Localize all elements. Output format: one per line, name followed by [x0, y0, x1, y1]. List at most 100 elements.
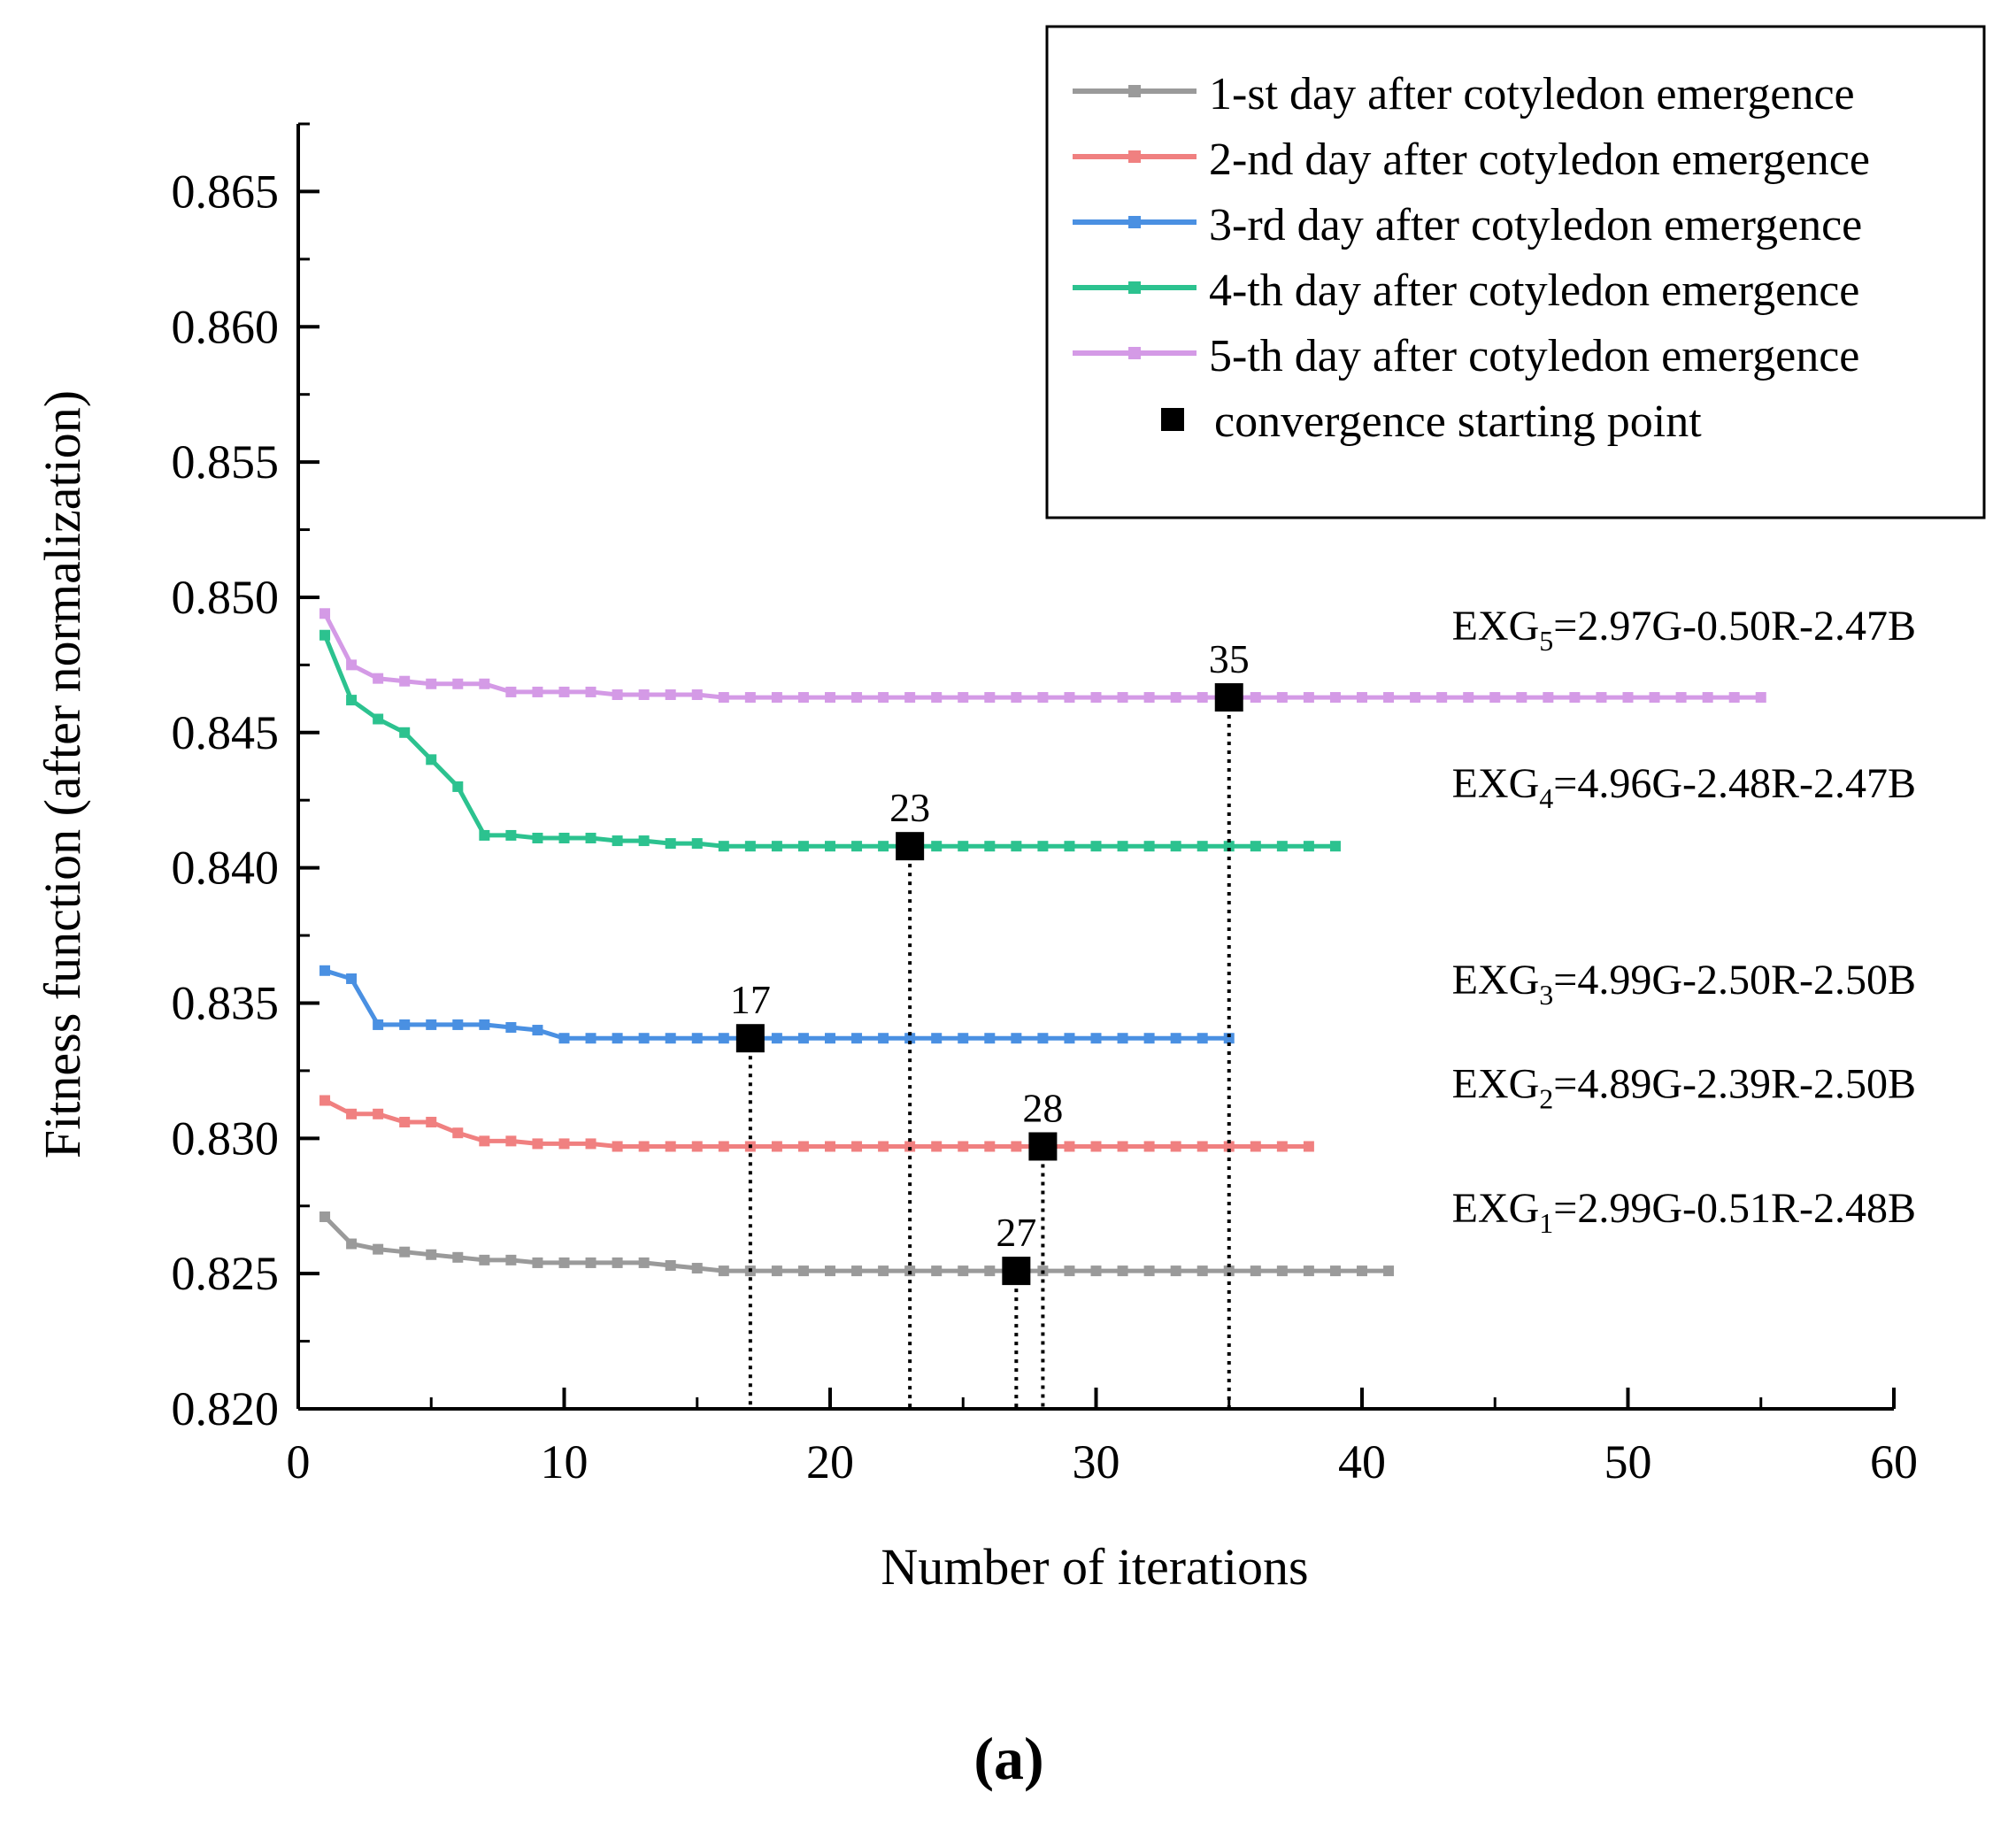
series-line-day-4: [322, 634, 1335, 849]
legend-swatch-marker: [1128, 85, 1141, 97]
data-point: [638, 1141, 650, 1152]
data-point: [373, 1108, 384, 1119]
legend-convergence-marker: [1161, 408, 1184, 431]
equation-label-day-2: EXG2=4.89G-2.39R-2.50B: [1452, 1060, 1916, 1114]
data-point: [1303, 1265, 1314, 1277]
equation-prefix: EXG: [1452, 760, 1540, 807]
legend-label-day-2: 2-nd day after cotyledon emergence: [1209, 135, 1870, 185]
data-point: [1250, 1265, 1261, 1277]
data-point: [1170, 1033, 1181, 1044]
data-point: [771, 1141, 782, 1152]
legend: 1-st day after cotyledon emergence 2-nd d…: [1045, 25, 1986, 519]
data-point: [1197, 841, 1208, 852]
data-point: [1143, 841, 1155, 852]
legend-swatch-marker: [1128, 216, 1141, 228]
data-point: [426, 1116, 437, 1127]
data-point: [1755, 692, 1766, 704]
data-point: [851, 1033, 863, 1044]
data-point: [558, 1138, 570, 1150]
equation-prefix: EXG: [1452, 957, 1540, 1004]
data-point: [1197, 692, 1208, 704]
legend-label-convergence: convergence starting point: [1214, 396, 1702, 447]
data-point: [1037, 1033, 1049, 1044]
data-point: [851, 692, 863, 704]
data-point: [1357, 692, 1367, 704]
y-tick-label: 0.845: [172, 706, 280, 759]
data-point: [958, 841, 969, 852]
data-point: [984, 1265, 996, 1277]
convergence-label: 23: [889, 785, 930, 830]
data-point: [319, 965, 331, 976]
data-point: [319, 1095, 331, 1106]
data-point: [691, 1263, 703, 1274]
data-point: [1303, 692, 1314, 704]
data-point: [1011, 1033, 1022, 1044]
data-point: [346, 973, 358, 984]
data-point: [585, 686, 596, 697]
data-point: [1011, 1141, 1022, 1152]
data-point: [691, 838, 703, 850]
data-point: [984, 692, 996, 704]
data-point: [1223, 1265, 1235, 1277]
equation-body: =2.97G-0.50R-2.47B: [1553, 603, 1916, 650]
data-point: [984, 841, 996, 852]
data-point: [1250, 1141, 1261, 1152]
data-point: [1064, 692, 1075, 704]
legend-swatch-marker: [1128, 281, 1141, 294]
convergence-label: 28: [1022, 1085, 1063, 1130]
x-tick-label: 20: [806, 1435, 854, 1488]
data-point: [612, 688, 623, 700]
data-point: [1410, 692, 1421, 704]
data-point: [1090, 841, 1102, 852]
data-point: [373, 673, 384, 684]
convergence-label: 35: [1209, 636, 1250, 681]
data-point: [931, 1033, 943, 1044]
data-point: [373, 1243, 384, 1255]
data-point: [691, 1141, 703, 1152]
data-point: [1357, 1265, 1367, 1277]
data-point: [1064, 1141, 1075, 1152]
data-point: [665, 1141, 676, 1152]
data-point: [612, 1033, 623, 1044]
data-point: [505, 829, 517, 841]
data-point: [1117, 1265, 1128, 1277]
data-point: [638, 688, 650, 700]
data-point: [904, 1141, 916, 1152]
data-point: [479, 1254, 490, 1265]
data-point: [426, 1019, 437, 1030]
data-point: [585, 833, 596, 844]
data-point: [1303, 841, 1314, 852]
data-point: [797, 841, 809, 852]
convergence-point-day-2: [1028, 1132, 1058, 1161]
data-point: [1543, 692, 1554, 704]
data-point: [1383, 692, 1395, 704]
legend-label-day-5: 5-th day after cotyledon emergence: [1209, 331, 1859, 381]
data-point: [744, 841, 756, 852]
data-point: [612, 1257, 623, 1268]
data-point: [426, 754, 437, 765]
data-point: [426, 1249, 437, 1260]
data-point: [1223, 841, 1235, 852]
legend-label-day-3: 3-rd day after cotyledon emergence: [1209, 200, 1862, 250]
data-point: [1143, 1141, 1155, 1152]
annotation-layer: 27EXG1=2.99G-0.51R-2.48B28EXG2=4.89G-2.3…: [730, 603, 1916, 1409]
data-point: [346, 659, 358, 671]
data-point: [558, 1257, 570, 1268]
data-point: [1622, 692, 1634, 704]
data-point: [612, 1141, 623, 1152]
data-point: [532, 686, 543, 697]
data-point: [718, 1141, 729, 1152]
data-point: [1170, 1141, 1181, 1152]
data-point: [638, 1033, 650, 1044]
data-point: [1170, 1265, 1181, 1277]
data-point: [505, 1254, 517, 1265]
data-point: [904, 692, 916, 704]
data-point: [665, 838, 676, 850]
data-point: [958, 1141, 969, 1152]
equation-prefix: EXG: [1452, 1060, 1540, 1107]
y-tick-label: 0.860: [172, 300, 280, 353]
data-point: [931, 692, 943, 704]
data-point: [319, 1211, 331, 1222]
data-point: [452, 781, 464, 792]
data-point: [825, 1265, 835, 1277]
